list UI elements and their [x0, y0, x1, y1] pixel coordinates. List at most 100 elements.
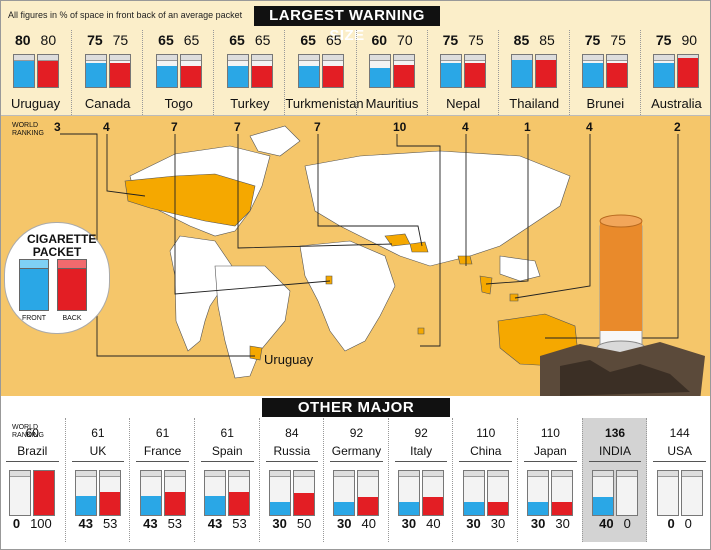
- front-packet: [155, 54, 178, 88]
- country-name: Italy: [410, 444, 433, 458]
- world-rank: 61: [155, 426, 170, 440]
- top-country-thailand: 85 85 Thailand: [497, 30, 570, 115]
- packet-pair: [9, 470, 56, 516]
- warning-percentages: 65 65: [285, 32, 356, 48]
- country-name: INDIA: [599, 444, 632, 458]
- back-pct: 50: [296, 516, 312, 531]
- back-pct: 75: [112, 32, 129, 48]
- front-packet: [84, 54, 107, 88]
- other-countries: 60 Brazil 0 100 61 UK 43 53 61 France 43 53 61 Spain 4…: [0, 418, 711, 550]
- front-packet: [204, 470, 227, 516]
- thailand-highlight: [479, 275, 493, 295]
- world-rank-nepal: 4: [462, 120, 469, 134]
- warning-percentages: 60 70: [357, 32, 428, 48]
- legend-front-label: FRONT: [21, 315, 47, 322]
- back-pct: 85: [539, 32, 555, 48]
- front-warning-fill: [75, 496, 96, 515]
- top-country-togo: 65 65 Togo: [142, 30, 214, 115]
- front-pct: 75: [584, 32, 601, 48]
- front-warning-fill: [593, 497, 614, 515]
- back-packet: [677, 54, 700, 88]
- back-pct: 65: [325, 32, 342, 48]
- country-name: Russia: [273, 444, 311, 458]
- top-country-uruguay: 80 80 Uruguay: [0, 30, 71, 115]
- back-pct: 40: [426, 516, 441, 531]
- togo-leader: [174, 134, 331, 295]
- country-name: UK: [89, 444, 107, 458]
- front-packet: [656, 470, 679, 516]
- back-packet: [393, 54, 416, 88]
- cigarette-packet-legend: CIGARETTE PACKET FRONT BACK: [4, 222, 110, 334]
- packet-pair: [656, 470, 703, 516]
- back-packet: [464, 54, 487, 88]
- top-country-turkmenistan: 65 65 Turkmenistan: [284, 30, 364, 115]
- legend-title: CIGARETTE PACKET: [27, 232, 97, 259]
- warning-percentages: 65 65: [214, 32, 285, 48]
- warning-percentages: 0 100: [0, 516, 65, 531]
- back-warning-fill: [164, 491, 185, 515]
- world-rank: 60: [25, 426, 39, 440]
- world-rank-mauritius: 10: [393, 120, 407, 134]
- world-rank: 92: [349, 426, 364, 440]
- front-pct: 30: [337, 516, 352, 531]
- country-brazil: 60 Brazil 0 100: [0, 418, 65, 542]
- bottom-title: OTHER MAJOR COUNTRIES: [262, 398, 450, 435]
- legend-back-pack: [57, 259, 87, 311]
- front-warning-fill: [140, 496, 161, 515]
- back-packet: [179, 54, 202, 88]
- back-pct: 75: [610, 32, 626, 48]
- top-country-turkey: 65 65 Turkey: [213, 30, 285, 115]
- back-pct: 30: [555, 516, 570, 531]
- back-warning-fill: [678, 58, 699, 87]
- front-warning-fill: [370, 67, 391, 87]
- back-warning-fill: [536, 59, 557, 87]
- packet-pair: [369, 54, 416, 88]
- front-pct: 30: [401, 516, 417, 531]
- packet-pair: [204, 470, 251, 516]
- back-packet: [98, 470, 121, 516]
- country-uk: 61 UK 43 53: [64, 418, 131, 542]
- packet-pair: [592, 470, 639, 516]
- country-germany: 92 Germany 30 40: [323, 418, 389, 542]
- country-name: Japan: [534, 444, 567, 458]
- front-pct: 30: [530, 516, 546, 531]
- front-pct: 43: [207, 516, 223, 531]
- back-packet: [486, 470, 509, 516]
- packet-pair: [462, 470, 509, 516]
- back-packet: [680, 470, 703, 516]
- front-pct: 65: [229, 32, 245, 48]
- back-warning-fill: [229, 491, 250, 515]
- back-pct: 40: [361, 516, 376, 531]
- uruguay-highlight: [249, 345, 263, 361]
- front-warning-fill: [528, 501, 549, 515]
- world-rank-turkmenistan: 7: [314, 120, 321, 134]
- front-packet: [462, 470, 485, 516]
- greenland-shape: [249, 125, 301, 157]
- back-packet: [292, 470, 315, 516]
- top-country-canada: 75 75 Canada: [71, 30, 143, 115]
- back-pct: 53: [102, 516, 118, 531]
- back-warning-fill: [487, 501, 508, 515]
- map-label-uruguay: Uruguay: [264, 352, 314, 367]
- front-packet: [592, 470, 615, 516]
- front-warning-fill: [13, 61, 34, 87]
- packet-pair: [398, 470, 445, 516]
- back-pct: 70: [397, 32, 413, 48]
- back-pct: 100: [30, 516, 52, 531]
- front-pct: 75: [442, 32, 459, 48]
- canada-highlight: [124, 173, 256, 227]
- front-packet: [297, 54, 320, 88]
- eurasia-shape: [304, 150, 571, 267]
- front-pct: 85: [513, 32, 530, 48]
- turkey-leader: [237, 134, 393, 249]
- back-pct: 80: [40, 32, 57, 48]
- back-packet: [616, 470, 639, 516]
- back-packet: [551, 470, 574, 516]
- back-packet: [36, 54, 59, 88]
- country-name: Turkmenistan: [285, 96, 364, 111]
- back-packet: [33, 470, 56, 516]
- warning-percentages: 75 75: [72, 32, 143, 48]
- country-name: USA: [667, 444, 693, 458]
- country-name: Nepal: [446, 96, 481, 111]
